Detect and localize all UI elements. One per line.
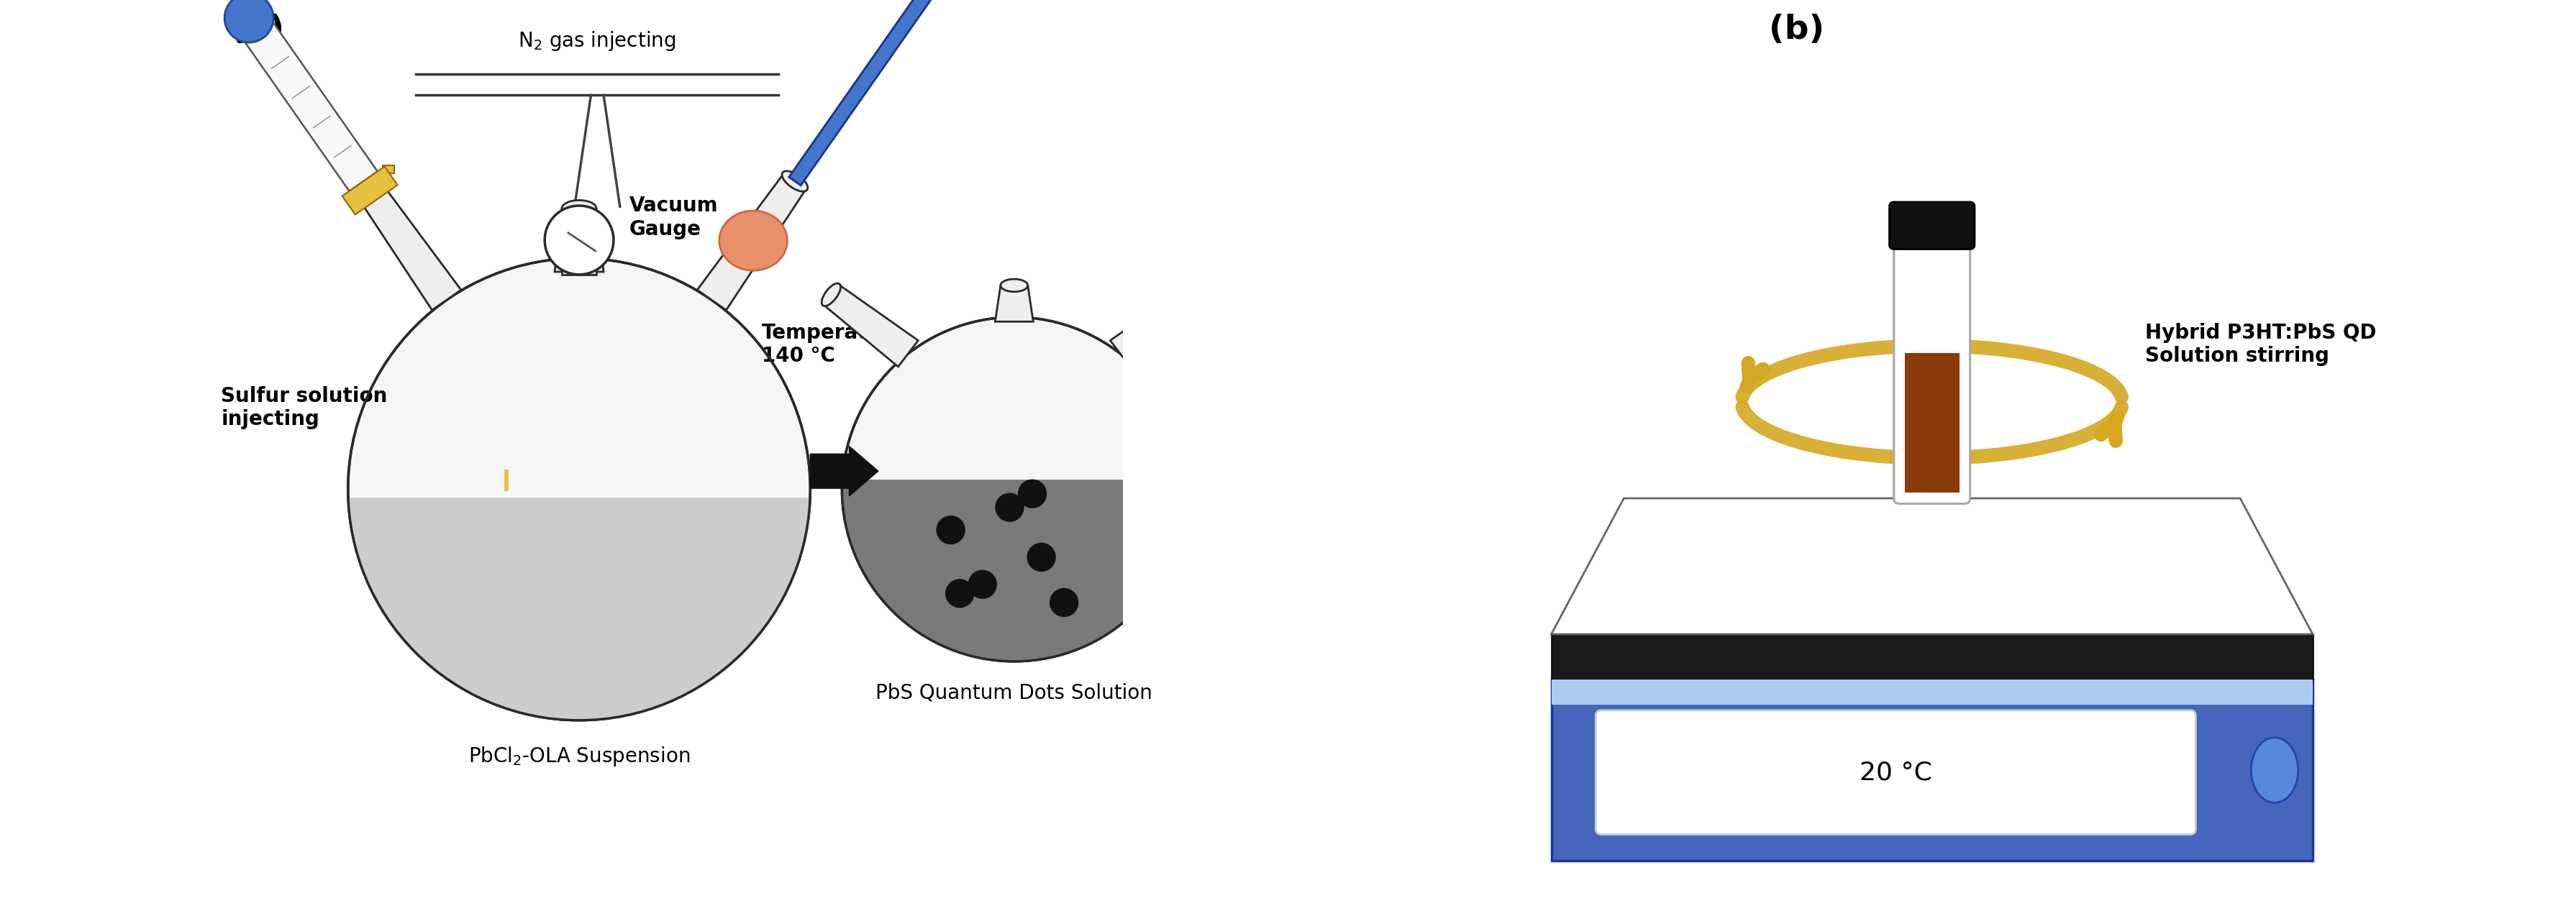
Bar	[1551, 634, 2313, 680]
Ellipse shape	[2251, 737, 2298, 803]
FancyBboxPatch shape	[1551, 680, 2313, 861]
Text: (a): (a)	[229, 14, 283, 46]
Circle shape	[348, 258, 811, 720]
Ellipse shape	[783, 171, 809, 191]
FancyArrow shape	[811, 446, 878, 496]
Polygon shape	[554, 208, 603, 272]
Text: Temperature
140 °C: Temperature 140 °C	[762, 323, 904, 366]
Polygon shape	[698, 173, 806, 310]
Circle shape	[994, 493, 1025, 522]
Circle shape	[969, 570, 997, 599]
Polygon shape	[1110, 284, 1206, 367]
Polygon shape	[994, 285, 1033, 322]
Circle shape	[544, 206, 613, 275]
Circle shape	[842, 317, 1188, 661]
Ellipse shape	[562, 200, 595, 217]
Circle shape	[935, 516, 966, 545]
Ellipse shape	[350, 171, 376, 191]
Polygon shape	[353, 173, 461, 310]
Circle shape	[1048, 588, 1079, 617]
Polygon shape	[348, 489, 811, 720]
Text: N$_2$ gas injecting: N$_2$ gas injecting	[518, 29, 677, 53]
Circle shape	[224, 0, 273, 43]
Ellipse shape	[822, 284, 840, 306]
FancyBboxPatch shape	[1888, 202, 1976, 249]
Ellipse shape	[1188, 284, 1206, 306]
Polygon shape	[234, 8, 379, 191]
Ellipse shape	[719, 211, 788, 271]
Polygon shape	[343, 167, 397, 215]
Text: Vacuum
Gauge: Vacuum Gauge	[629, 196, 719, 239]
Ellipse shape	[999, 279, 1028, 292]
Polygon shape	[788, 0, 930, 186]
Text: Sulfur solution
injecting: Sulfur solution injecting	[222, 386, 386, 429]
Polygon shape	[842, 480, 1188, 661]
Bar	[562, 213, 595, 275]
Text: 20 °C: 20 °C	[1860, 760, 1932, 785]
Text: PbCl$_2$-OLA Suspension: PbCl$_2$-OLA Suspension	[469, 745, 690, 768]
Bar	[384, 165, 394, 173]
Polygon shape	[1551, 498, 2313, 634]
Circle shape	[1028, 543, 1056, 572]
Circle shape	[1018, 479, 1046, 508]
Text: Hybrid P3HT:PbS QD
Solution stirring: Hybrid P3HT:PbS QD Solution stirring	[2146, 323, 2375, 366]
Polygon shape	[824, 284, 917, 367]
Bar	[1551, 680, 2313, 705]
FancyBboxPatch shape	[1595, 710, 2195, 834]
Text: PbS Quantum Dots Solution: PbS Quantum Dots Solution	[876, 683, 1151, 703]
Circle shape	[945, 579, 974, 608]
FancyBboxPatch shape	[1893, 239, 1971, 504]
Bar	[1904, 353, 1960, 493]
Text: (b): (b)	[1770, 14, 1824, 46]
